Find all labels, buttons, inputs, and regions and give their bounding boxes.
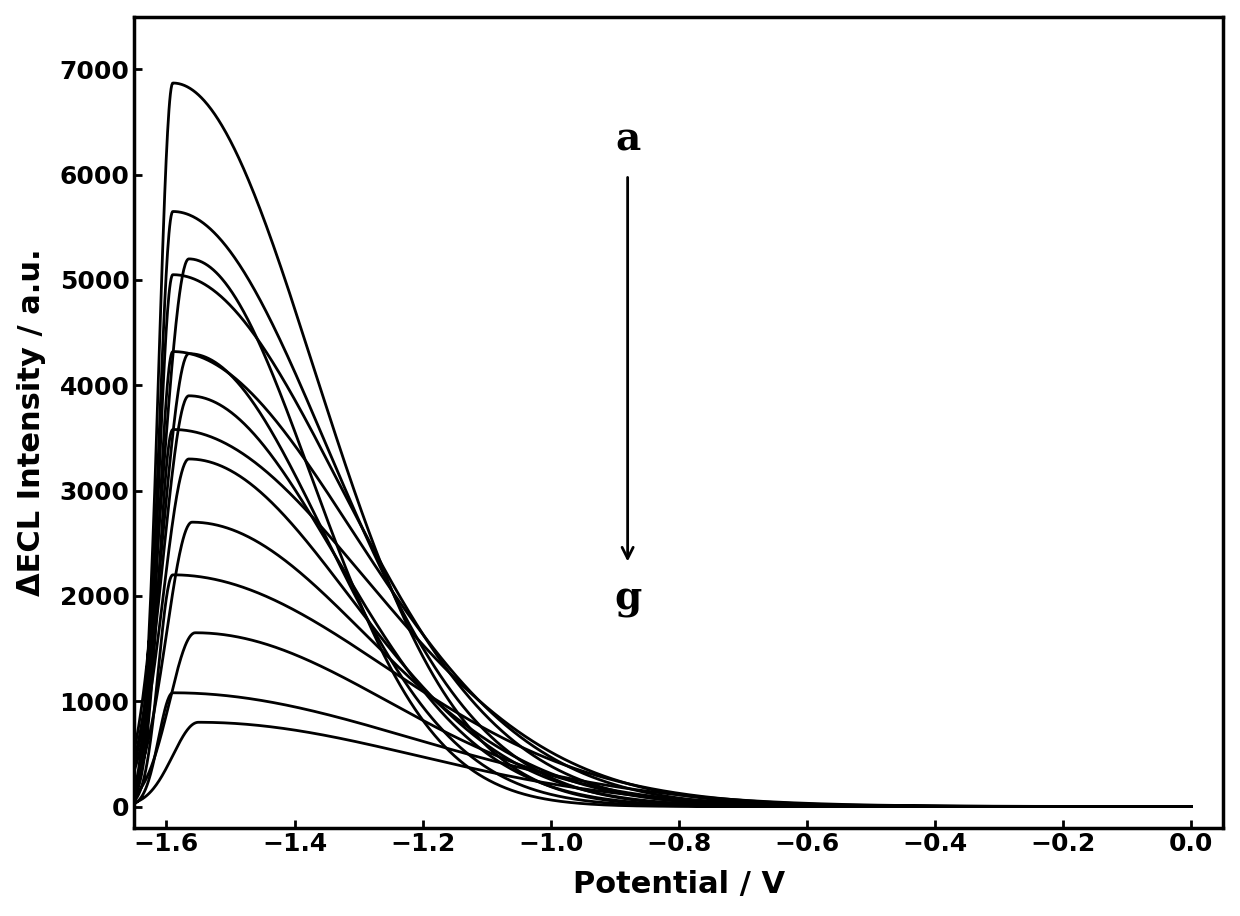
Text: g: g <box>614 580 641 618</box>
X-axis label: Potential / V: Potential / V <box>573 870 785 900</box>
Text: a: a <box>615 121 640 158</box>
Y-axis label: ΔECL Intensity / a.u.: ΔECL Intensity / a.u. <box>16 248 46 596</box>
